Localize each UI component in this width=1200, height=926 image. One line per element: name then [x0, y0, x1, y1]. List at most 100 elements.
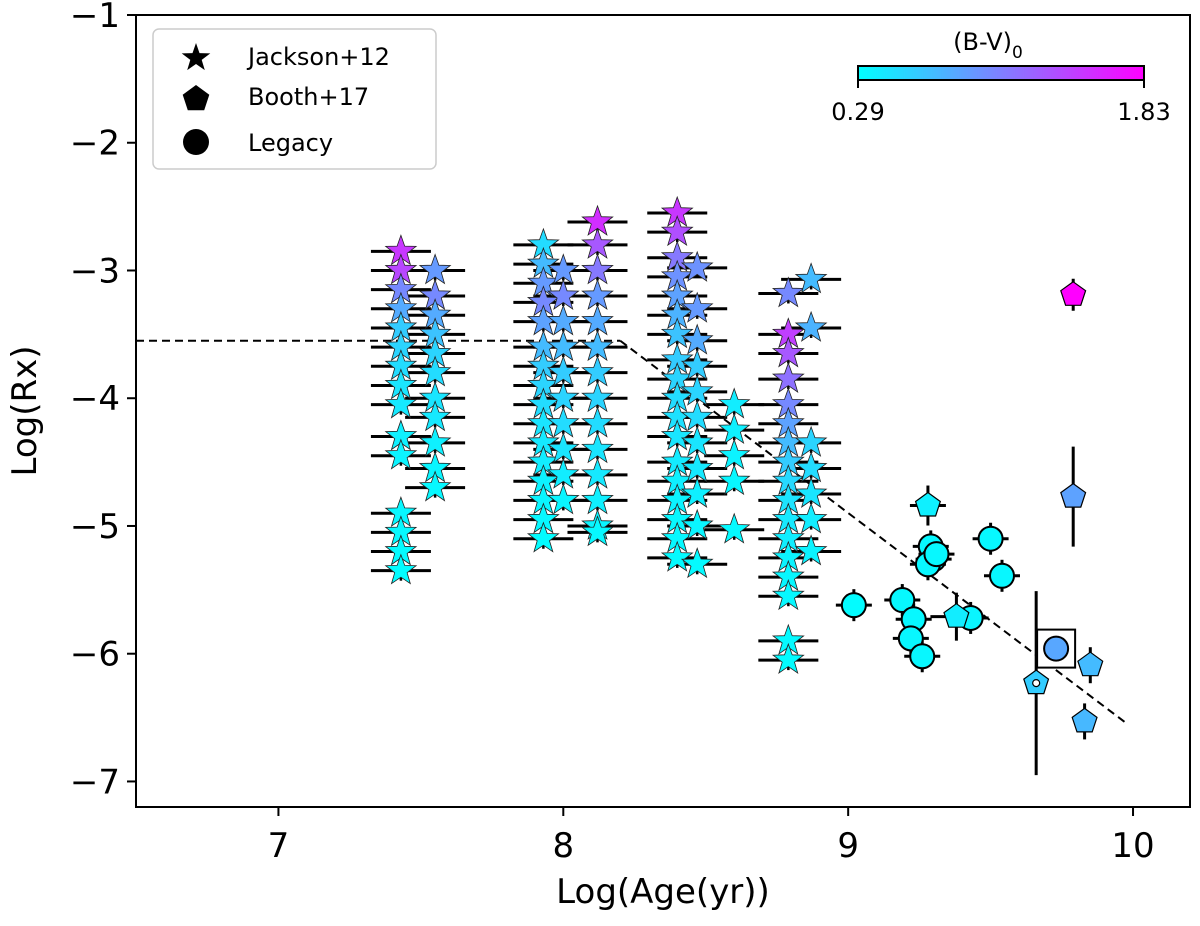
- legacy-circle-point: [988, 562, 1015, 589]
- legacy-circle-point: [909, 643, 936, 670]
- jackson-star-point: [680, 250, 714, 282]
- jackson-star-point: [717, 413, 751, 445]
- legacy-circle-point: [977, 525, 1004, 552]
- jackson-star-point: [581, 278, 614, 310]
- jackson-star-point: [581, 406, 614, 438]
- jackson-star-point: [794, 451, 828, 483]
- legacy-circle-point: [923, 541, 950, 568]
- jackson-star-point: [771, 642, 805, 674]
- y-tick-label: −4: [70, 379, 120, 419]
- jackson-star-point: [680, 374, 714, 406]
- jackson-star-point: [581, 515, 614, 547]
- booth-pentagon-point: [943, 602, 970, 628]
- jackson-star-point: [581, 355, 614, 387]
- jackson-star-point: [546, 457, 580, 489]
- y-tick-label: −1: [70, 0, 120, 36]
- jackson-star-point: [581, 457, 614, 489]
- legend-pentagon-icon: [182, 85, 210, 111]
- jackson-star-point: [680, 425, 714, 457]
- jackson-star-point: [680, 451, 714, 483]
- y-tick-label: −6: [70, 635, 120, 675]
- x-tick-label: 9: [837, 826, 859, 866]
- legend-frame: [152, 28, 437, 170]
- jackson-star-point: [717, 438, 751, 470]
- x-tick-label: 7: [268, 826, 290, 866]
- jackson-star-point: [581, 227, 614, 259]
- jackson-star-point: [546, 483, 580, 515]
- jackson-star-point: [384, 438, 418, 470]
- x-tick-label: 8: [552, 826, 574, 866]
- booth-pentagon-point: [1077, 651, 1104, 677]
- y-tick-label: −7: [70, 762, 120, 802]
- axis-ticks: 7 8 9 10 −1 −2 −3 −4 −5 −6 −7: [70, 0, 1155, 866]
- jackson-star-point: [384, 553, 418, 585]
- jackson-star-point: [680, 349, 714, 381]
- legend-label-jackson: Jackson+12: [246, 43, 390, 71]
- legend-star-icon: [181, 43, 211, 71]
- jackson-star-point: [680, 291, 714, 323]
- jackson-star-point: [680, 323, 714, 355]
- legend-label-booth: Booth+17: [248, 83, 369, 111]
- colorbar-min-label: 0.29: [831, 98, 884, 126]
- booth-pentagon-point: [1071, 707, 1098, 733]
- jackson-star-point: [680, 508, 714, 540]
- jackson-star-point: [581, 483, 614, 515]
- jackson-star-point: [794, 502, 828, 534]
- jackson-star-point: [660, 540, 694, 572]
- jackson-star-point: [680, 547, 714, 579]
- jackson-star-point: [418, 355, 452, 387]
- jackson-star-point: [581, 304, 614, 336]
- y-tick-label: −3: [70, 251, 120, 291]
- jackson-star-point: [384, 387, 418, 419]
- plot-area: [136, 195, 1128, 776]
- jackson-star-point: [771, 276, 805, 308]
- jackson-star-point: [717, 387, 751, 419]
- jackson-star-point: [526, 521, 560, 553]
- y-tick-label: −2: [70, 124, 120, 164]
- booth-pentagon-point: [1060, 482, 1087, 508]
- jackson-star-point: [546, 329, 580, 362]
- jackson-star-point: [680, 476, 714, 508]
- jackson-star-point: [546, 355, 580, 387]
- jackson-star-point: [418, 425, 452, 457]
- jackson-star-point: [717, 512, 751, 544]
- jackson-star-point: [660, 215, 694, 247]
- jackson-star-point: [771, 336, 805, 368]
- x-axis-label: Log(Age(yr)): [556, 872, 770, 912]
- legacy-circle-point: [1043, 635, 1070, 662]
- jackson-star-point: [794, 425, 828, 457]
- y-axis-label: Log(Rx): [5, 345, 45, 476]
- x-tick-label: 10: [1111, 826, 1154, 866]
- jackson-star-point: [771, 579, 805, 611]
- axes-frame: [135, 14, 1191, 808]
- jackson-star-point: [660, 419, 694, 451]
- jackson-star-point: [581, 432, 614, 464]
- colorbar-gradient: [857, 65, 1145, 81]
- jackson-star-point: [794, 262, 828, 294]
- colorbar: (B-V)0 0.29 1.83: [831, 28, 1170, 126]
- jackson-star-point: [546, 406, 580, 438]
- jackson-star-point: [771, 361, 805, 393]
- jackson-star-point: [546, 380, 580, 413]
- y-tick-label: −5: [70, 507, 120, 547]
- legend-circle-icon: [183, 129, 209, 155]
- jackson-star-point: [581, 253, 614, 285]
- colorbar-max-label: 1.83: [1117, 98, 1170, 126]
- jackson-star-point: [418, 470, 452, 502]
- legacy-circle-point: [889, 587, 916, 614]
- legacy-circle-point: [840, 592, 867, 619]
- booth-pentagon-point: [914, 491, 942, 517]
- jackson-star-point: [794, 534, 828, 566]
- colorbar-label: (B-V)0: [953, 28, 1023, 63]
- jackson-star-point: [794, 476, 828, 508]
- jackson-star-point: [418, 253, 452, 285]
- jackson-star-point: [546, 432, 580, 464]
- jackson-star-point: [546, 253, 580, 285]
- jackson-star-point: [581, 380, 614, 413]
- jackson-star-point: [717, 464, 751, 496]
- jackson-star-point: [680, 400, 714, 432]
- legend: Jackson+12 Booth+17 Legacy: [152, 28, 437, 170]
- jackson-star-point: [418, 400, 452, 432]
- jackson-star-point: [660, 317, 694, 349]
